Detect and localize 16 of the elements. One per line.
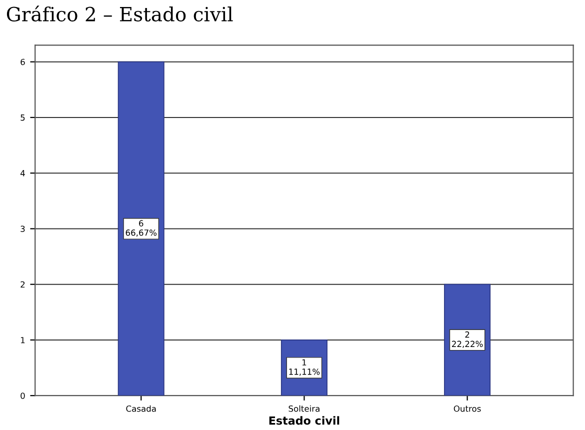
y-tick-label: 3 <box>20 226 25 232</box>
y-tick-label: 1 <box>20 337 25 344</box>
x-tick-label: Outros <box>454 405 481 412</box>
bar <box>118 61 164 396</box>
x-tick-label: Solteira <box>288 405 320 412</box>
data-label: 1 11,11% <box>289 359 320 376</box>
y-tick-label: 0 <box>20 392 25 399</box>
y-tick-label: 6 <box>20 58 25 66</box>
y-tick-label: 4 <box>20 170 25 176</box>
chart-title: Gráfico 2 – Estado civil <box>6 6 233 22</box>
data-label: 2 22,22% <box>452 331 483 348</box>
y-tick-label: 5 <box>20 114 25 121</box>
x-tick-label: Casada <box>126 405 156 412</box>
data-label: 6 66,67% <box>126 220 157 237</box>
y-tick-label: 2 <box>20 281 25 288</box>
x-axis-title: Estado civil <box>269 416 340 425</box>
